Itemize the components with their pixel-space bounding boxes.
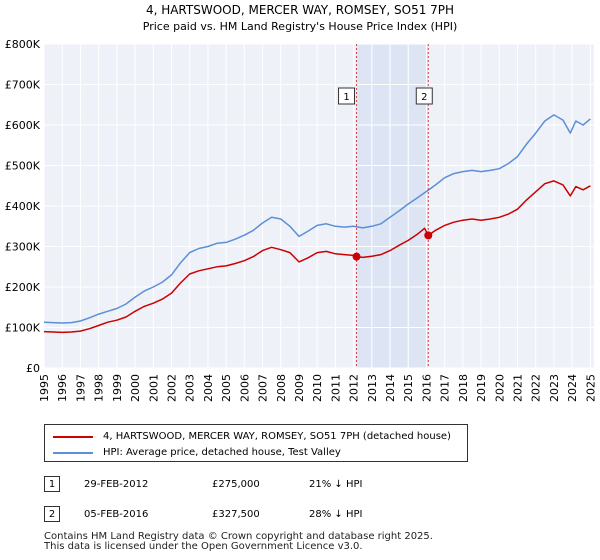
x-tick-label: 2001 — [147, 374, 160, 402]
chart-subtitle: Price paid vs. HM Land Registry's House … — [143, 20, 458, 33]
y-tick-label: £300K — [5, 241, 41, 254]
legend-swatch-property — [53, 435, 93, 438]
sale-date: 05-FEB-2016 — [84, 508, 149, 520]
y-tick-label: £500K — [5, 160, 41, 173]
x-tick-label: 1995 — [38, 374, 51, 402]
y-tick-label: £100K — [5, 322, 41, 335]
x-tick-label: 1996 — [56, 374, 69, 402]
y-tick-label: £600K — [5, 119, 41, 132]
x-tick-label: 1999 — [111, 374, 124, 402]
x-tick-label: 2018 — [457, 374, 470, 402]
sale-marker-number: 1 — [343, 92, 349, 103]
x-tick-label: 2015 — [402, 374, 415, 402]
x-tick-label: 2014 — [384, 374, 397, 402]
x-tick-label: 2017 — [439, 374, 452, 402]
x-tick-label: 2004 — [202, 374, 215, 402]
sale-marker-number: 2 — [421, 92, 427, 103]
x-tick-label: 1997 — [74, 374, 87, 402]
x-tick-label: 2020 — [493, 374, 506, 402]
x-tick-label: 2022 — [530, 374, 543, 402]
series-line-property — [43, 180, 591, 334]
series-line-hpi — [43, 114, 591, 324]
x-tick-label: 2003 — [184, 374, 197, 402]
sale-point — [424, 231, 433, 240]
x-tick-label: 2016 — [420, 374, 433, 402]
x-tick-label: 2002 — [165, 374, 178, 402]
sale-marker-badge: 1 — [44, 476, 60, 492]
sale-hpi-diff: 28% ↓ HPI — [309, 508, 363, 520]
x-tick-label: 1998 — [93, 374, 106, 402]
x-tick-label: 2005 — [220, 374, 233, 402]
price-chart: 4, HARTSWOOD, MERCER WAY, ROMSEY, SO51 7… — [5, 3, 598, 402]
x-tick-label: 2019 — [475, 374, 488, 402]
sale-price: £275,000 — [212, 478, 260, 490]
y-tick-label: £700K — [5, 79, 41, 92]
sale-point — [352, 252, 361, 261]
chart-title: 4, HARTSWOOD, MERCER WAY, ROMSEY, SO51 7… — [146, 3, 454, 17]
x-tick-label: 2008 — [275, 374, 288, 402]
x-tick-label: 2013 — [366, 374, 379, 402]
x-tick-label: 2025 — [584, 374, 597, 402]
y-tick-label: £800K — [5, 38, 41, 51]
footer-attribution: Contains HM Land Registry data © Crown c… — [44, 532, 433, 552]
footer-line-1: Contains HM Land Registry data © Crown c… — [44, 531, 433, 542]
legend-swatch-hpi — [53, 451, 93, 454]
x-tick-label: 2006 — [238, 374, 251, 402]
y-tick-label: £0 — [26, 362, 40, 375]
x-tick-label: 2023 — [548, 374, 561, 402]
x-tick-label: 2010 — [311, 374, 324, 402]
sale-marker-badge: 2 — [44, 506, 60, 522]
legend-label-property: 4, HARTSWOOD, MERCER WAY, ROMSEY, SO51 7… — [103, 431, 451, 442]
legend-item-property: 4, HARTSWOOD, MERCER WAY, ROMSEY, SO51 7… — [53, 431, 451, 442]
sale-marker-badge-chart — [415, 87, 433, 105]
sale-marker-badge-chart — [338, 87, 356, 105]
sale-hpi-diff: 21% ↓ HPI — [309, 478, 363, 490]
legend-item-hpi: HPI: Average price, detached house, Test… — [53, 447, 341, 458]
x-tick-label: 2021 — [512, 374, 525, 402]
sale-row-1: 1 29-FEB-2012 £275,000 21% ↓ HPI — [44, 476, 444, 492]
x-tick-label: 2011 — [329, 374, 342, 402]
x-tick-label: 2024 — [566, 374, 579, 402]
legend: 4, HARTSWOOD, MERCER WAY, ROMSEY, SO51 7… — [44, 424, 468, 462]
y-tick-label: £200K — [5, 281, 41, 294]
x-tick-label: 2009 — [293, 374, 306, 402]
legend-label-hpi: HPI: Average price, detached house, Test… — [103, 447, 341, 458]
x-tick-label: 2000 — [129, 374, 142, 402]
x-tick-label: 2012 — [348, 374, 361, 402]
footer-line-2: This data is licensed under the Open Gov… — [44, 541, 363, 552]
sale-date: 29-FEB-2012 — [84, 478, 149, 490]
sale-row-2: 2 05-FEB-2016 £327,500 28% ↓ HPI — [44, 506, 444, 522]
sale-price: £327,500 — [212, 508, 260, 520]
x-tick-label: 2007 — [257, 374, 270, 402]
y-tick-label: £400K — [5, 200, 41, 213]
